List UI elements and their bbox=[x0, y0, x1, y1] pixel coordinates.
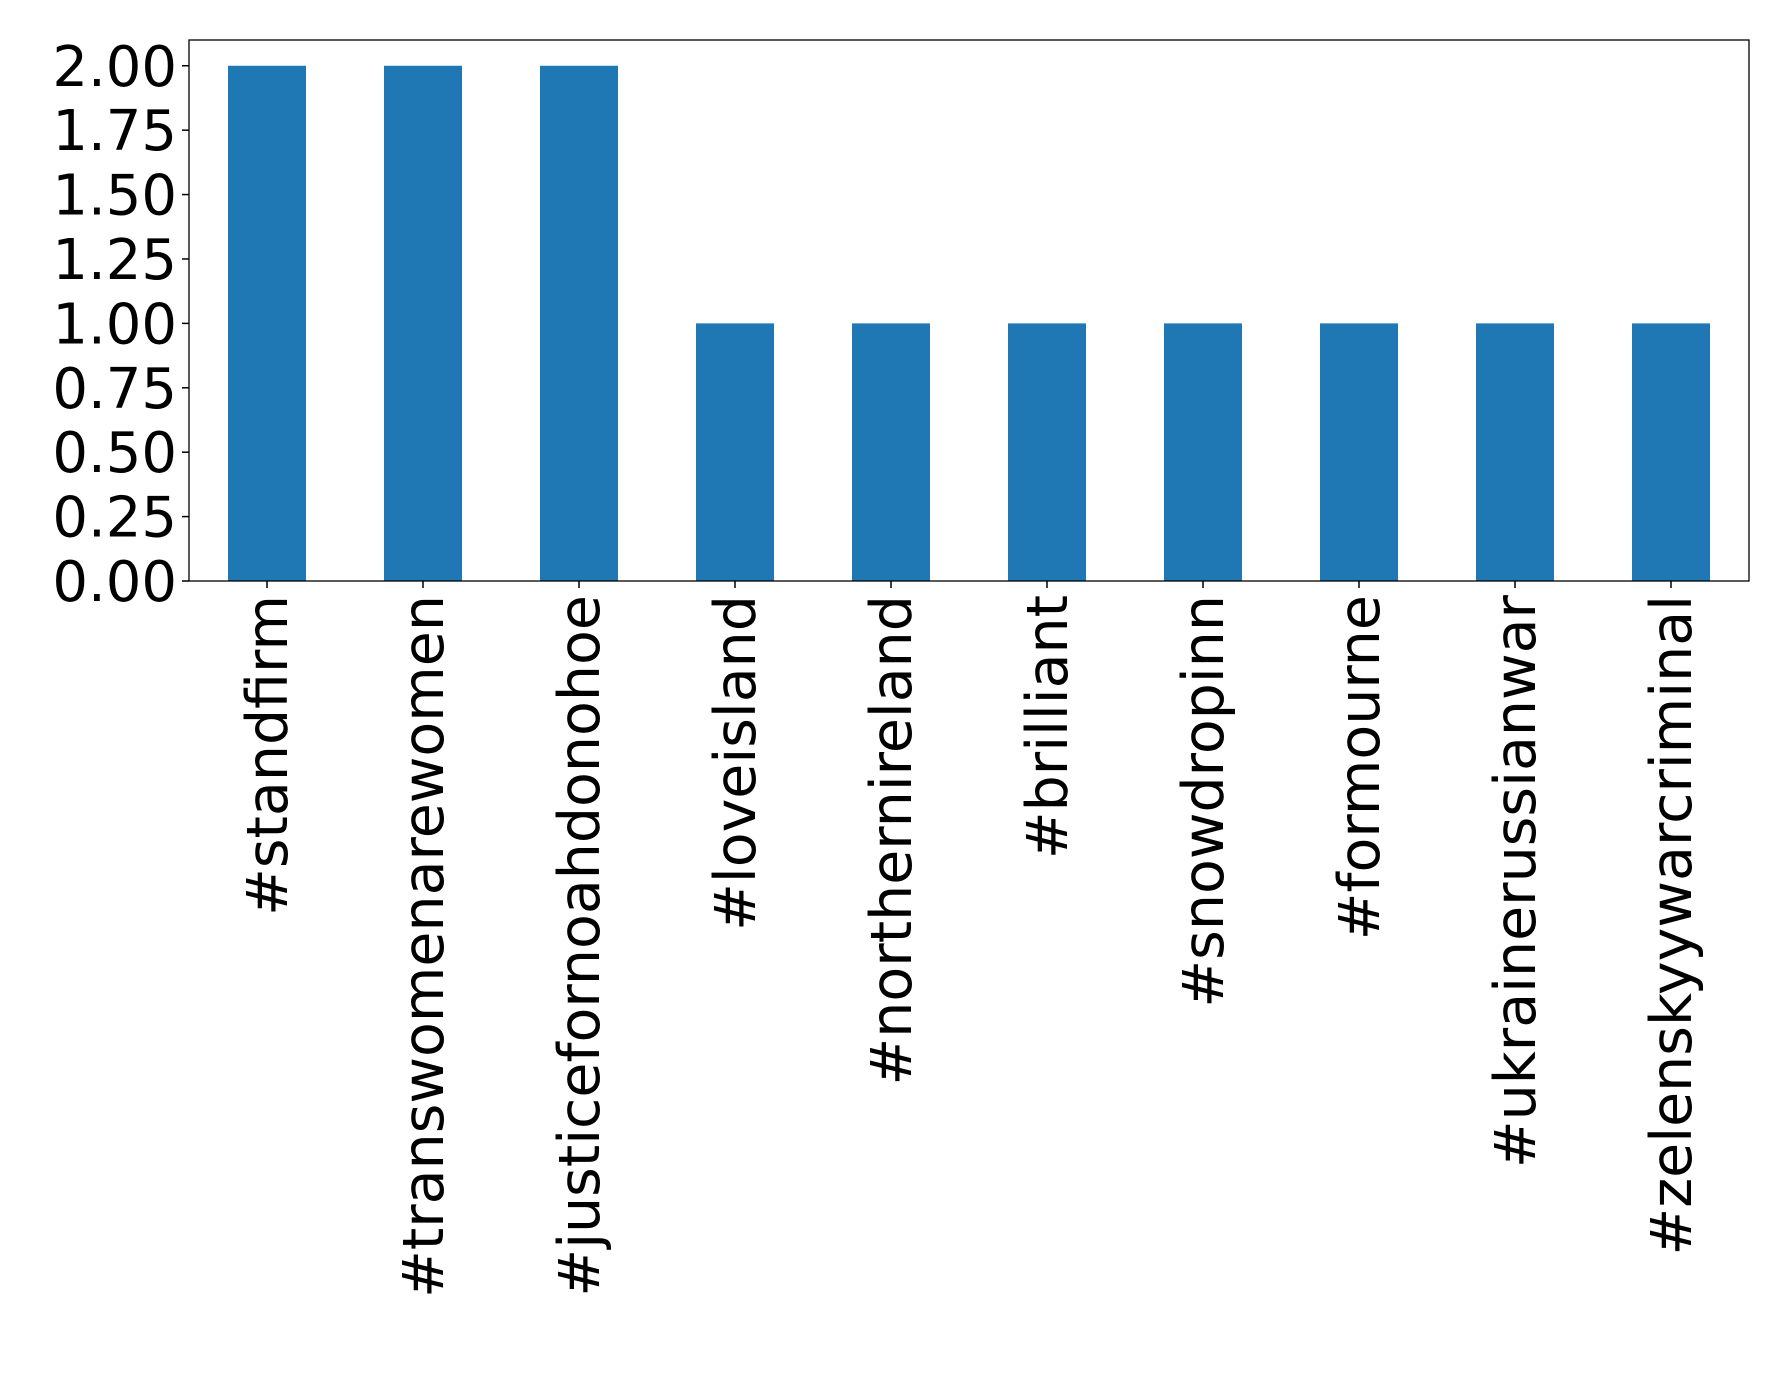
x-tick-label: #transwomenarewomen bbox=[391, 595, 457, 1298]
x-tick-label: #brilliant bbox=[1015, 595, 1081, 859]
bar bbox=[1164, 323, 1242, 581]
y-tick-label: 0.75 bbox=[52, 357, 177, 422]
x-tick-label: #northernireland bbox=[859, 595, 925, 1085]
y-tick-label: 0.25 bbox=[52, 486, 177, 551]
x-tick-label: #justicefornoahdonohoe bbox=[547, 595, 613, 1297]
bar bbox=[228, 65, 306, 581]
x-tick-label: #zelenskyywarcriminal bbox=[1639, 595, 1705, 1256]
y-tick-label: 1.75 bbox=[52, 99, 177, 164]
bar bbox=[1320, 323, 1398, 581]
bar bbox=[1476, 323, 1554, 581]
x-tick-label: #snowdropinn bbox=[1171, 595, 1237, 1008]
bar bbox=[1632, 323, 1710, 581]
y-tick-label: 0.50 bbox=[52, 421, 177, 486]
bar bbox=[384, 65, 462, 581]
x-tick-label: #ukrainerussianwar bbox=[1483, 594, 1549, 1168]
x-tick-label: #standfirm bbox=[235, 595, 301, 916]
x-tick-label: #formourne bbox=[1327, 595, 1393, 940]
x-tick-label: #loveisland bbox=[703, 595, 769, 931]
bar bbox=[1008, 323, 1086, 581]
plot-frame bbox=[188, 39, 1750, 582]
y-tick-label: 0.00 bbox=[52, 550, 177, 615]
bar bbox=[540, 65, 618, 581]
y-tick-label: 1.50 bbox=[52, 164, 177, 229]
bar bbox=[852, 323, 930, 581]
bar bbox=[696, 323, 774, 581]
y-tick-label: 1.25 bbox=[52, 228, 177, 293]
y-tick-label: 1.00 bbox=[52, 292, 177, 357]
y-tick-label: 2.00 bbox=[52, 35, 177, 100]
